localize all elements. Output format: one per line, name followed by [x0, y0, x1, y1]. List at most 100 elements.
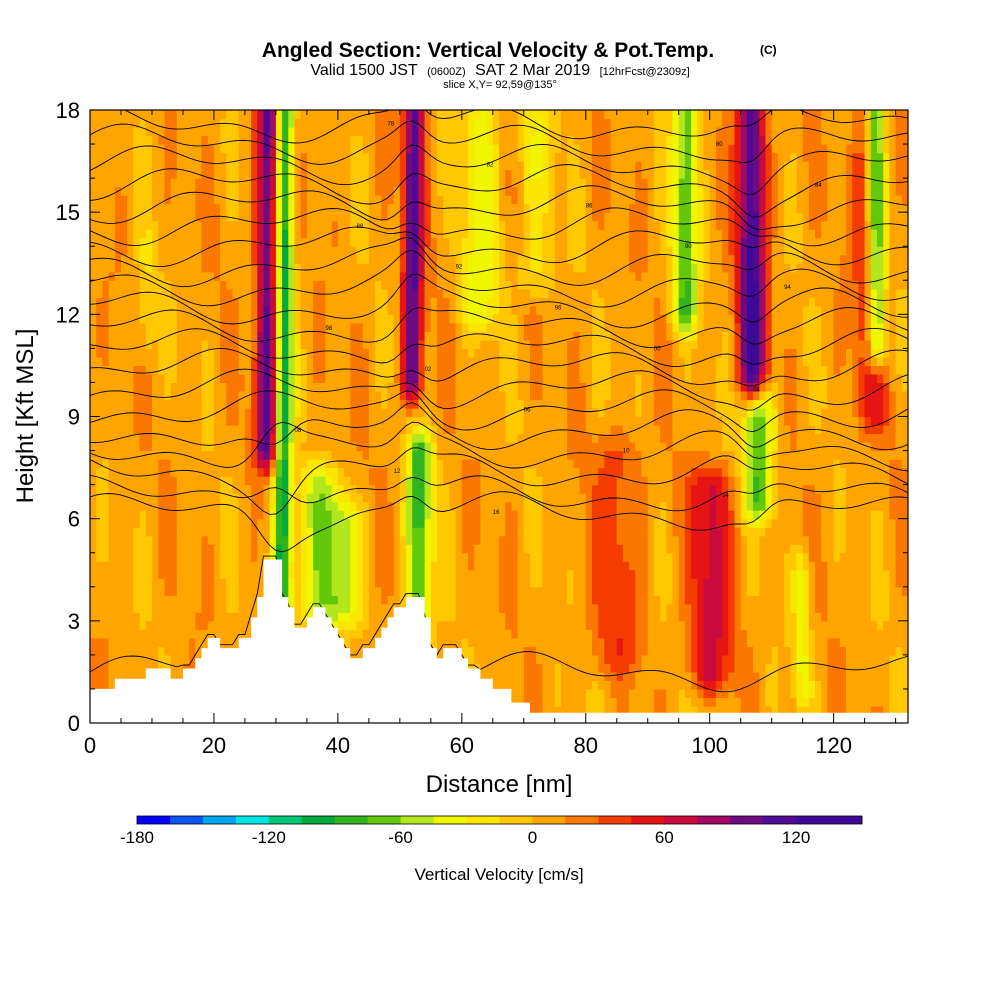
velocity-cell	[790, 152, 798, 162]
velocity-cell	[635, 646, 649, 656]
velocity-cell	[461, 322, 469, 332]
velocity-cell	[821, 688, 828, 698]
velocity-cell	[759, 476, 767, 486]
velocity-cell	[412, 527, 426, 537]
velocity-cell	[393, 586, 401, 596]
velocity-cell	[468, 305, 488, 315]
velocity-cell	[666, 544, 680, 554]
velocity-cell	[399, 280, 407, 290]
velocity-cell	[375, 305, 389, 315]
velocity-cell	[833, 527, 847, 537]
velocity-cell	[257, 288, 265, 298]
velocity-cell	[220, 271, 252, 281]
velocity-cell	[158, 229, 203, 239]
velocity-cell	[765, 339, 773, 349]
velocity-cell	[523, 510, 543, 520]
velocity-cell	[672, 254, 680, 264]
velocity-cell	[715, 169, 729, 179]
velocity-cell	[220, 203, 227, 213]
velocity-cell	[517, 314, 525, 324]
velocity-cell	[275, 416, 283, 426]
velocity-cell	[412, 169, 419, 179]
velocity-cell	[647, 569, 655, 579]
velocity-cell	[852, 110, 866, 120]
velocity-cell	[548, 169, 556, 179]
velocity-cell	[499, 144, 519, 154]
velocity-cell	[889, 391, 897, 401]
velocity-cell	[759, 314, 767, 324]
velocity-cell	[406, 476, 413, 486]
velocity-cell	[889, 288, 897, 298]
velocity-cell	[771, 263, 791, 273]
velocity-cell	[424, 305, 432, 315]
velocity-cell	[883, 220, 890, 230]
velocity-cell	[672, 382, 717, 392]
velocity-cell	[771, 229, 779, 239]
velocity-cell	[895, 169, 908, 179]
velocity-cell	[821, 425, 859, 435]
velocity-cell	[759, 186, 767, 196]
velocity-cell	[728, 297, 736, 307]
velocity-cell	[895, 416, 908, 426]
velocity-cell	[406, 433, 413, 443]
velocity-cell	[672, 552, 680, 562]
velocity-cell	[592, 110, 605, 120]
velocity-cell	[542, 476, 581, 486]
velocity-cell	[300, 195, 308, 205]
x-tick-label: 120	[815, 733, 852, 758]
velocity-cell	[691, 484, 711, 494]
velocity-cell	[195, 637, 252, 647]
velocity-cell	[889, 195, 903, 205]
velocity-cell	[753, 501, 767, 511]
velocity-cell	[647, 186, 655, 196]
velocity-cell	[399, 484, 407, 494]
velocity-cell	[480, 484, 525, 494]
velocity-cell	[579, 144, 593, 154]
velocity-cell	[399, 348, 407, 358]
velocity-cell	[684, 544, 692, 554]
velocity-cell	[771, 271, 841, 281]
velocity-cell	[152, 161, 165, 171]
velocity-cell	[424, 110, 432, 120]
velocity-cell	[424, 365, 438, 375]
velocity-cell	[653, 706, 667, 716]
velocity-cell	[542, 118, 550, 128]
velocity-cell	[455, 382, 500, 392]
velocity-cell	[176, 561, 203, 571]
velocity-cell	[740, 561, 748, 571]
velocity-cell	[257, 416, 265, 426]
velocity-cell	[356, 569, 364, 579]
velocity-cell	[715, 510, 729, 520]
velocity-cell	[294, 110, 302, 120]
velocity-cell	[759, 586, 785, 596]
velocity-cell	[641, 450, 674, 460]
velocity-cell	[176, 118, 221, 128]
velocity-cell	[251, 493, 265, 503]
velocity-cell	[592, 595, 636, 605]
velocity-cell	[133, 246, 141, 256]
velocity-cell	[375, 314, 395, 324]
velocity-cell	[319, 493, 327, 503]
velocity-cell	[771, 425, 779, 435]
velocity-cell	[201, 229, 221, 239]
velocity-cell	[635, 654, 643, 664]
velocity-cell	[703, 629, 723, 639]
velocity-cell	[734, 586, 742, 596]
velocity-cell	[728, 552, 736, 562]
velocity-cell	[337, 493, 351, 503]
velocity-cell	[238, 161, 252, 171]
velocity-cell	[430, 212, 444, 222]
velocity-cell	[282, 425, 289, 435]
velocity-cell	[294, 373, 302, 383]
velocity-cell	[269, 459, 277, 469]
velocity-cell	[313, 612, 339, 622]
velocity-cell	[306, 612, 314, 622]
velocity-cell	[368, 552, 376, 562]
velocity-cell	[734, 552, 742, 562]
velocity-cell	[548, 127, 562, 137]
velocity-cell	[90, 612, 141, 622]
chart-valid-time: Valid 1500 JST (0600Z) SAT 2 Mar 2019 [1…	[310, 62, 689, 79]
velocity-cell	[257, 425, 265, 435]
velocity-cell	[350, 356, 370, 366]
velocity-cell	[759, 178, 767, 188]
